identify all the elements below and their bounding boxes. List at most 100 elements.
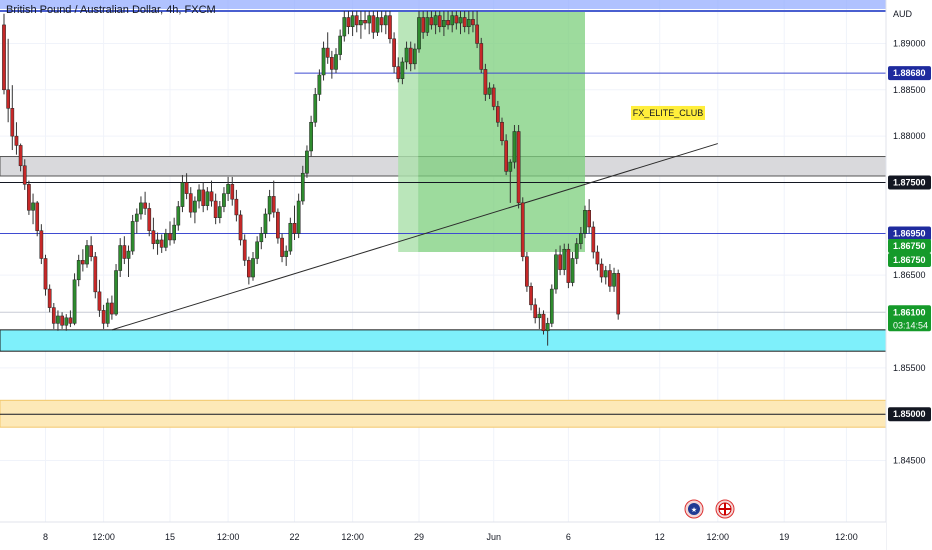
candle: [276, 208, 280, 244]
candle-body: [292, 223, 297, 234]
candle-body: [479, 43, 484, 70]
candle-body: [458, 17, 463, 24]
candle: [334, 48, 338, 74]
time-axis-bg: [0, 522, 886, 550]
candle-body: [462, 17, 467, 28]
candle: [417, 11, 421, 53]
candle: [421, 11, 425, 39]
candle-body: [612, 273, 616, 287]
candle: [396, 57, 401, 83]
time-tick-label: 12:00: [92, 532, 115, 542]
candle: [118, 238, 123, 278]
time-tick-label: 22: [289, 532, 299, 542]
time-axis[interactable]: 8 12:00 15 12:00 22 12:00 29 Jun 6 12 12:00 19 12:00: [0, 521, 886, 550]
candle: [76, 254, 81, 287]
candle-body: [566, 248, 571, 283]
candle-body: [60, 315, 64, 326]
candle: [255, 236, 260, 265]
candle-body: [22, 165, 27, 185]
candle: [201, 182, 206, 213]
candle: [325, 32, 330, 64]
zone-support-cyan: [0, 329, 887, 352]
countdown-label: 03:14:54: [893, 320, 928, 330]
price-label: 1.86100: [893, 307, 926, 317]
candle: [520, 197, 525, 262]
candle-body: [31, 202, 35, 211]
candle-body: [222, 193, 226, 207]
candle: [429, 11, 434, 30]
candle-body: [130, 221, 135, 252]
flag-icon-au[interactable]: ★: [684, 499, 704, 519]
candle-body: [180, 182, 185, 207]
flag-icon-uk[interactable]: [715, 499, 735, 519]
candle: [388, 11, 392, 44]
candle-body: [110, 302, 114, 315]
event-icons[interactable]: ★: [684, 499, 735, 519]
candle-body: [259, 233, 264, 243]
candle-body: [76, 260, 81, 281]
candle: [64, 314, 69, 331]
candle: [512, 125, 517, 169]
candle: [184, 173, 189, 200]
price-tick-label: 1.85500: [893, 363, 926, 373]
candle-body: [549, 288, 554, 324]
annotation: FX_ELITE_CLUB: [631, 105, 705, 120]
candle-body: [122, 245, 127, 259]
candle-body: [271, 196, 276, 213]
price-tick-label: 1.89000: [893, 38, 926, 48]
candle: [529, 282, 533, 311]
candle-body: [367, 15, 372, 24]
candle: [180, 175, 185, 213]
candle-body: [139, 202, 143, 215]
candle-body: [159, 239, 164, 248]
candle: [188, 187, 193, 218]
candle-body: [27, 184, 31, 211]
candle-body: [541, 313, 546, 332]
candle: [313, 87, 318, 127]
candle: [164, 228, 168, 252]
candle-body: [392, 38, 396, 67]
candle-body: [118, 245, 123, 271]
candle-body: [101, 310, 106, 324]
candle-body: [10, 108, 15, 137]
candle: [242, 234, 247, 266]
price-axis[interactable]: AUD 1.89000 1.88500 1.88000 1.86500 1.85500 1…: [885, 0, 932, 550]
price-label-bg: [888, 407, 931, 422]
candle: [379, 11, 384, 33]
candle-body: [313, 94, 318, 123]
candle: [197, 184, 201, 209]
candle-body: [126, 250, 131, 259]
candle-body: [413, 48, 417, 65]
price-label: 1.87500: [893, 177, 926, 187]
time-tick-label: 12:00: [217, 532, 240, 542]
candle: [14, 122, 19, 155]
candle: [450, 11, 455, 33]
candle-body: [230, 184, 235, 200]
candle: [271, 180, 276, 218]
candle-body: [504, 140, 508, 172]
candle: [280, 233, 284, 263]
candle-body: [97, 291, 102, 311]
candle: [342, 11, 347, 42]
candle: [479, 37, 484, 74]
candle: [404, 41, 409, 70]
candle: [205, 187, 210, 211]
candle-body: [471, 19, 475, 26]
candle-body: [599, 263, 604, 278]
candle-body: [6, 89, 11, 109]
time-tick-label: 15: [165, 532, 175, 542]
candle: [97, 279, 102, 317]
candle-body: [450, 15, 455, 26]
candle-body: [284, 250, 289, 257]
candle-body: [359, 20, 363, 26]
candle-body: [305, 150, 309, 174]
candle-body: [276, 211, 280, 239]
candle: [454, 11, 459, 30]
candle-body: [396, 66, 401, 79]
candle: [51, 302, 56, 329]
candle-body: [537, 313, 542, 319]
candle-body: [437, 15, 442, 28]
candle-body: [512, 131, 517, 163]
candle-body: [350, 15, 355, 28]
